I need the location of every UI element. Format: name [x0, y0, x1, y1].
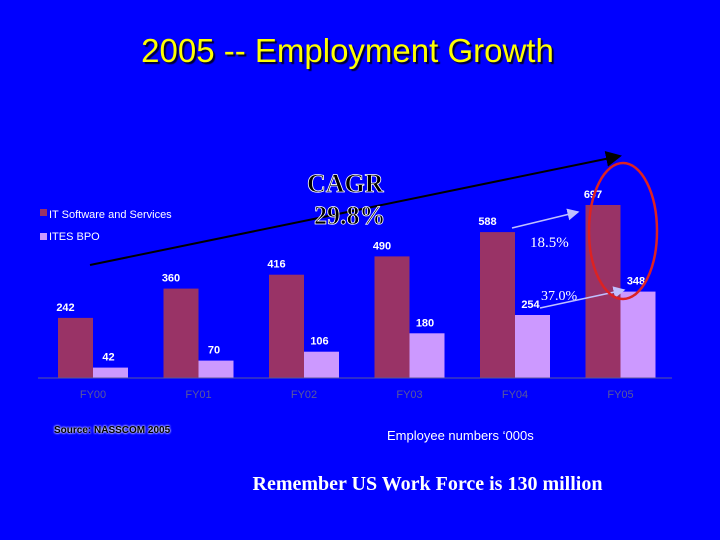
bar-it-fy04	[480, 232, 515, 378]
data-label-it-fy01: 360	[162, 273, 180, 285]
source-note: Source: NASSCOM 2005	[54, 425, 171, 436]
bar-bpo-fy05	[620, 291, 656, 378]
legend-swatch-bpo	[40, 233, 47, 240]
data-label-bpo-fy04: 254	[521, 299, 540, 311]
x-tick-fy02: FY02	[291, 389, 317, 401]
bar-it-fy03	[374, 256, 410, 378]
cagr-label: CAGR	[307, 169, 384, 198]
legend: IT Software and Services ITES BPO	[40, 209, 172, 243]
x-tick-fy00: FY00	[80, 389, 106, 401]
data-label-bpo-fy05: 348	[627, 276, 645, 288]
bar-bpo-fy00	[93, 367, 128, 378]
data-label-bpo-fy03: 180	[416, 317, 434, 329]
cagr-trend-arrow	[89, 150, 622, 266]
data-label-bpo-fy02: 106	[310, 336, 328, 348]
tick-labels: FY00 FY01 FY02 FY03 FY04 FY05	[80, 389, 634, 401]
bar-it-fy02	[269, 274, 304, 378]
bar-bpo-fy02	[304, 351, 339, 378]
reminder-note: Remember US Work Force is 130 million	[252, 473, 603, 495]
bpo-growth-label: 37.0%	[541, 289, 578, 304]
slide-title: 2005 -- Employment Growth	[141, 32, 554, 69]
data-label-it-fy04: 588	[478, 216, 496, 228]
bar-it-fy00	[58, 317, 93, 378]
units-note: Employee numbers ‘000s	[387, 428, 534, 443]
x-tick-fy01: FY01	[185, 389, 211, 401]
highlight-ellipse	[587, 161, 659, 301]
x-tick-fy04: FY04	[502, 389, 528, 401]
bar-bpo-fy01	[198, 360, 234, 378]
it-growth-label: 18.5%	[530, 235, 569, 251]
bar-bpo-fy03	[409, 333, 445, 378]
bar-bpo-fy04	[515, 315, 550, 378]
legend-label-bpo: ITES BPO	[49, 231, 100, 243]
legend-swatch-it	[40, 209, 47, 216]
data-label-it-fy03: 490	[373, 240, 391, 252]
data-label-it-fy02: 416	[267, 259, 285, 271]
bar-it-fy01	[163, 288, 199, 378]
cagr-value: 29.8%	[314, 201, 386, 230]
x-tick-fy03: FY03	[396, 389, 422, 401]
data-label-bpo-fy01: 70	[208, 345, 220, 357]
data-label-it-fy00: 242	[56, 302, 74, 314]
it-growth-arrow	[511, 208, 580, 229]
legend-label-it: IT Software and Services	[49, 209, 172, 221]
x-tick-fy05: FY05	[607, 389, 633, 401]
data-label-bpo-fy00: 42	[102, 352, 114, 364]
